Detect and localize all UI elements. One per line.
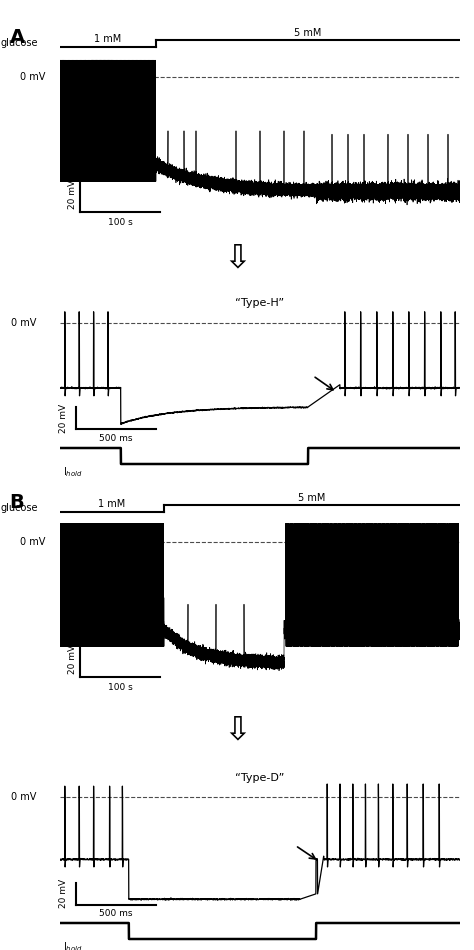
Text: 20 mV: 20 mV (68, 180, 77, 209)
Text: glucose: glucose (0, 38, 37, 48)
Text: 500 ms: 500 ms (99, 909, 133, 918)
Text: 1 mM: 1 mM (94, 34, 122, 45)
Text: 100 s: 100 s (108, 683, 132, 693)
Text: 5 mM: 5 mM (294, 28, 322, 37)
Text: 20 mV: 20 mV (68, 645, 77, 674)
Text: ⇩: ⇩ (223, 241, 251, 275)
Text: glucose: glucose (0, 504, 37, 513)
Text: 20 mV: 20 mV (59, 404, 68, 433)
Text: 1 mM: 1 mM (99, 500, 126, 509)
Text: A: A (9, 28, 25, 47)
Text: B: B (9, 493, 24, 512)
Text: ⇩: ⇩ (223, 713, 251, 747)
Text: “Type-H”: “Type-H” (236, 298, 284, 309)
Text: I$_{hold}$: I$_{hold}$ (63, 466, 83, 480)
Text: 0 mV: 0 mV (20, 72, 46, 82)
Text: 20 mV: 20 mV (59, 880, 68, 908)
Text: “Type-D”: “Type-D” (235, 773, 285, 783)
Text: 0 mV: 0 mV (20, 537, 46, 547)
Text: 0 mV: 0 mV (10, 792, 36, 802)
Text: 0 mV: 0 mV (10, 318, 36, 328)
Text: 100 s: 100 s (108, 218, 132, 227)
Text: 500 ms: 500 ms (99, 434, 133, 443)
Text: I$_{hold}$: I$_{hold}$ (63, 940, 83, 950)
Text: 5 mM: 5 mM (298, 492, 326, 503)
